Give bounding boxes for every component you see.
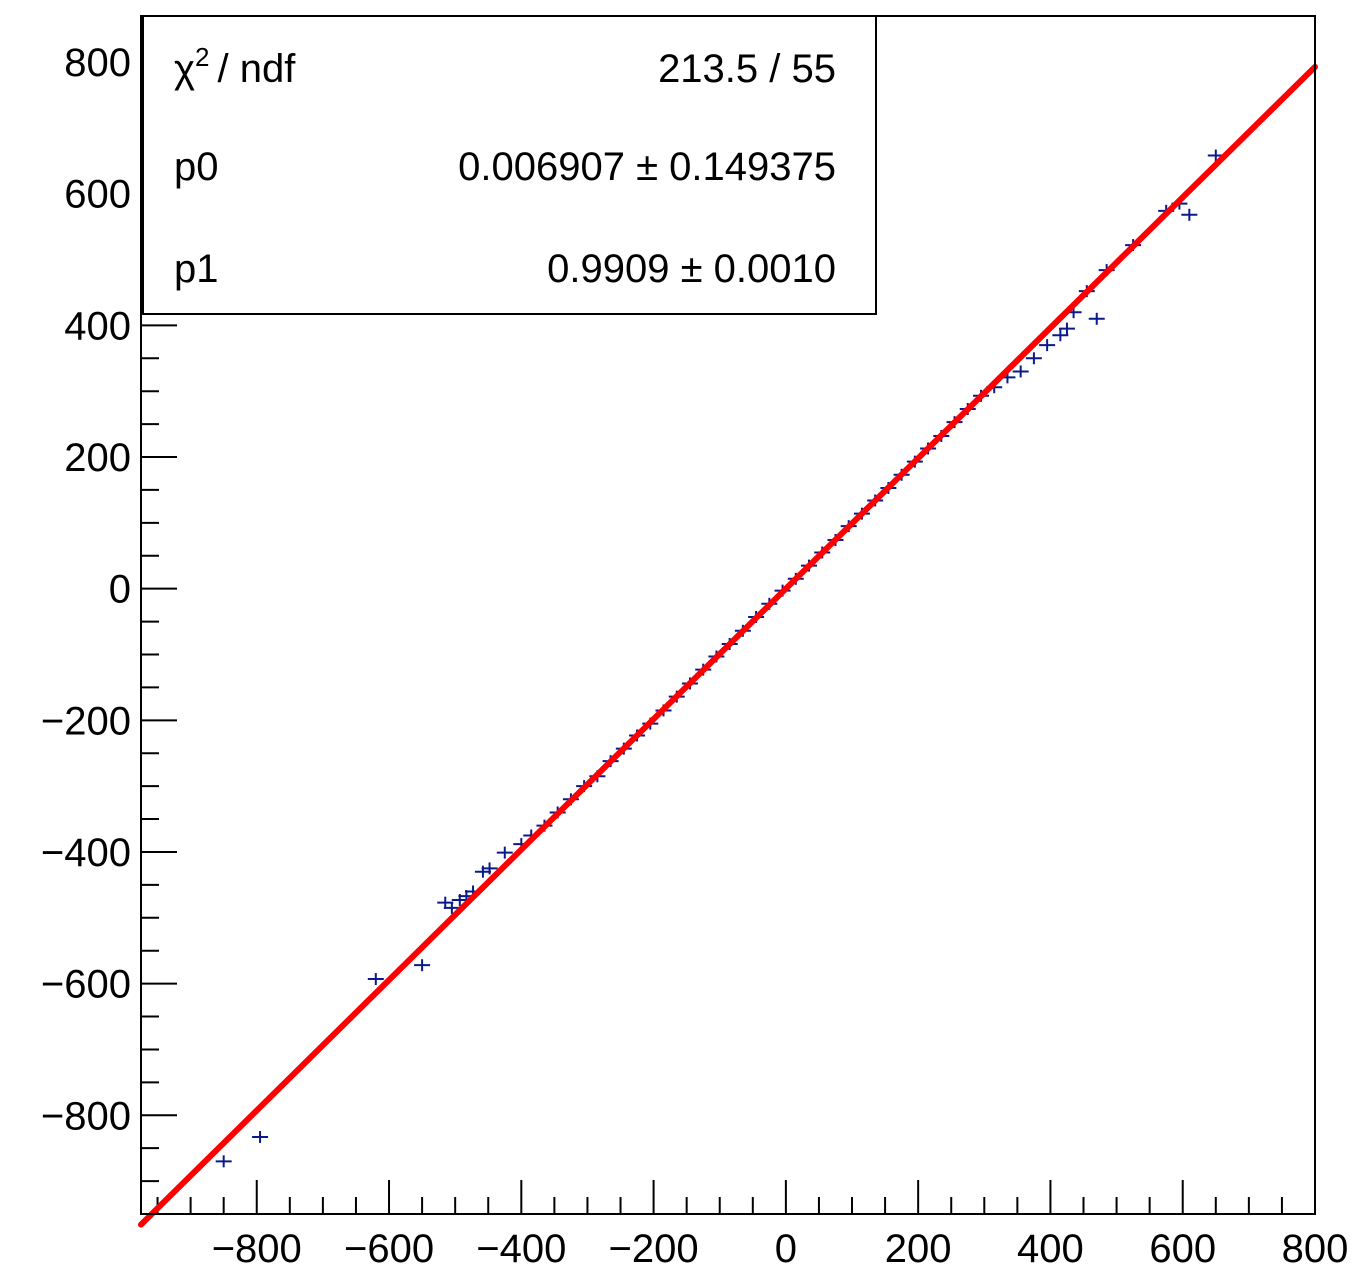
stats-box: χ2 / ndf 213.5 / 55 p0 0.006907 ± 0.14937… xyxy=(142,15,877,315)
data-point xyxy=(252,1130,269,1143)
stats-chi-superscript: 2 xyxy=(195,42,209,72)
stats-row-2-value: 0.9909 ± 0.0010 xyxy=(547,247,836,291)
fit-line xyxy=(138,63,1318,1228)
stats-row-0-value: 213.5 / 55 xyxy=(658,47,836,91)
stats-chi2-label: χ2 / ndf xyxy=(174,42,296,91)
x-tick-label: 600 xyxy=(1149,1227,1216,1271)
x-tick-label: −400 xyxy=(476,1227,566,1271)
tick-labels: −800 −600 −400 −200 0 200 400 600 800 −800 −600 −40… xyxy=(41,41,1348,1271)
y-tick-label: 400 xyxy=(64,304,131,348)
data-point xyxy=(1039,339,1056,352)
y-tick-label: −600 xyxy=(41,963,131,1007)
data-point xyxy=(496,846,513,859)
y-tick-label: 0 xyxy=(109,568,131,612)
data-point xyxy=(437,896,454,909)
x-tick-label: 200 xyxy=(885,1227,952,1271)
data-point xyxy=(1058,322,1075,335)
data-point xyxy=(215,1155,232,1168)
y-tick-label: −400 xyxy=(41,831,131,875)
data-point xyxy=(414,959,431,972)
x-tick-label: 0 xyxy=(775,1227,797,1271)
y-tick-label: 200 xyxy=(64,436,131,480)
data-point xyxy=(367,973,384,986)
stats-chi-symbol: χ xyxy=(174,47,195,91)
data-point xyxy=(1088,312,1105,325)
x-tick-label: −200 xyxy=(609,1227,699,1271)
data-point xyxy=(1052,329,1069,342)
x-tick-label: −600 xyxy=(344,1227,434,1271)
stats-row-2-label: p1 xyxy=(174,247,219,291)
y-tick-label: 800 xyxy=(64,41,131,85)
data-point xyxy=(443,901,460,914)
data-point xyxy=(1012,365,1029,378)
stats-box-frame xyxy=(142,15,877,315)
x-tick-label: 800 xyxy=(1282,1227,1349,1271)
stats-row-1-value: 0.006907 ± 0.149375 xyxy=(458,145,836,189)
data-point xyxy=(1025,352,1042,365)
series-layer xyxy=(138,63,1318,1228)
stats-row-1-label: p0 xyxy=(174,145,219,189)
y-tick-label: 600 xyxy=(64,173,131,217)
x-tick-label: 400 xyxy=(1017,1227,1084,1271)
x-tick-label: −800 xyxy=(212,1227,302,1271)
data-point xyxy=(1181,208,1198,221)
y-tick-label: −200 xyxy=(41,699,131,743)
data-point xyxy=(481,862,498,875)
stats-row-0-label: / ndf xyxy=(217,47,296,91)
y-tick-label: −800 xyxy=(41,1094,131,1138)
